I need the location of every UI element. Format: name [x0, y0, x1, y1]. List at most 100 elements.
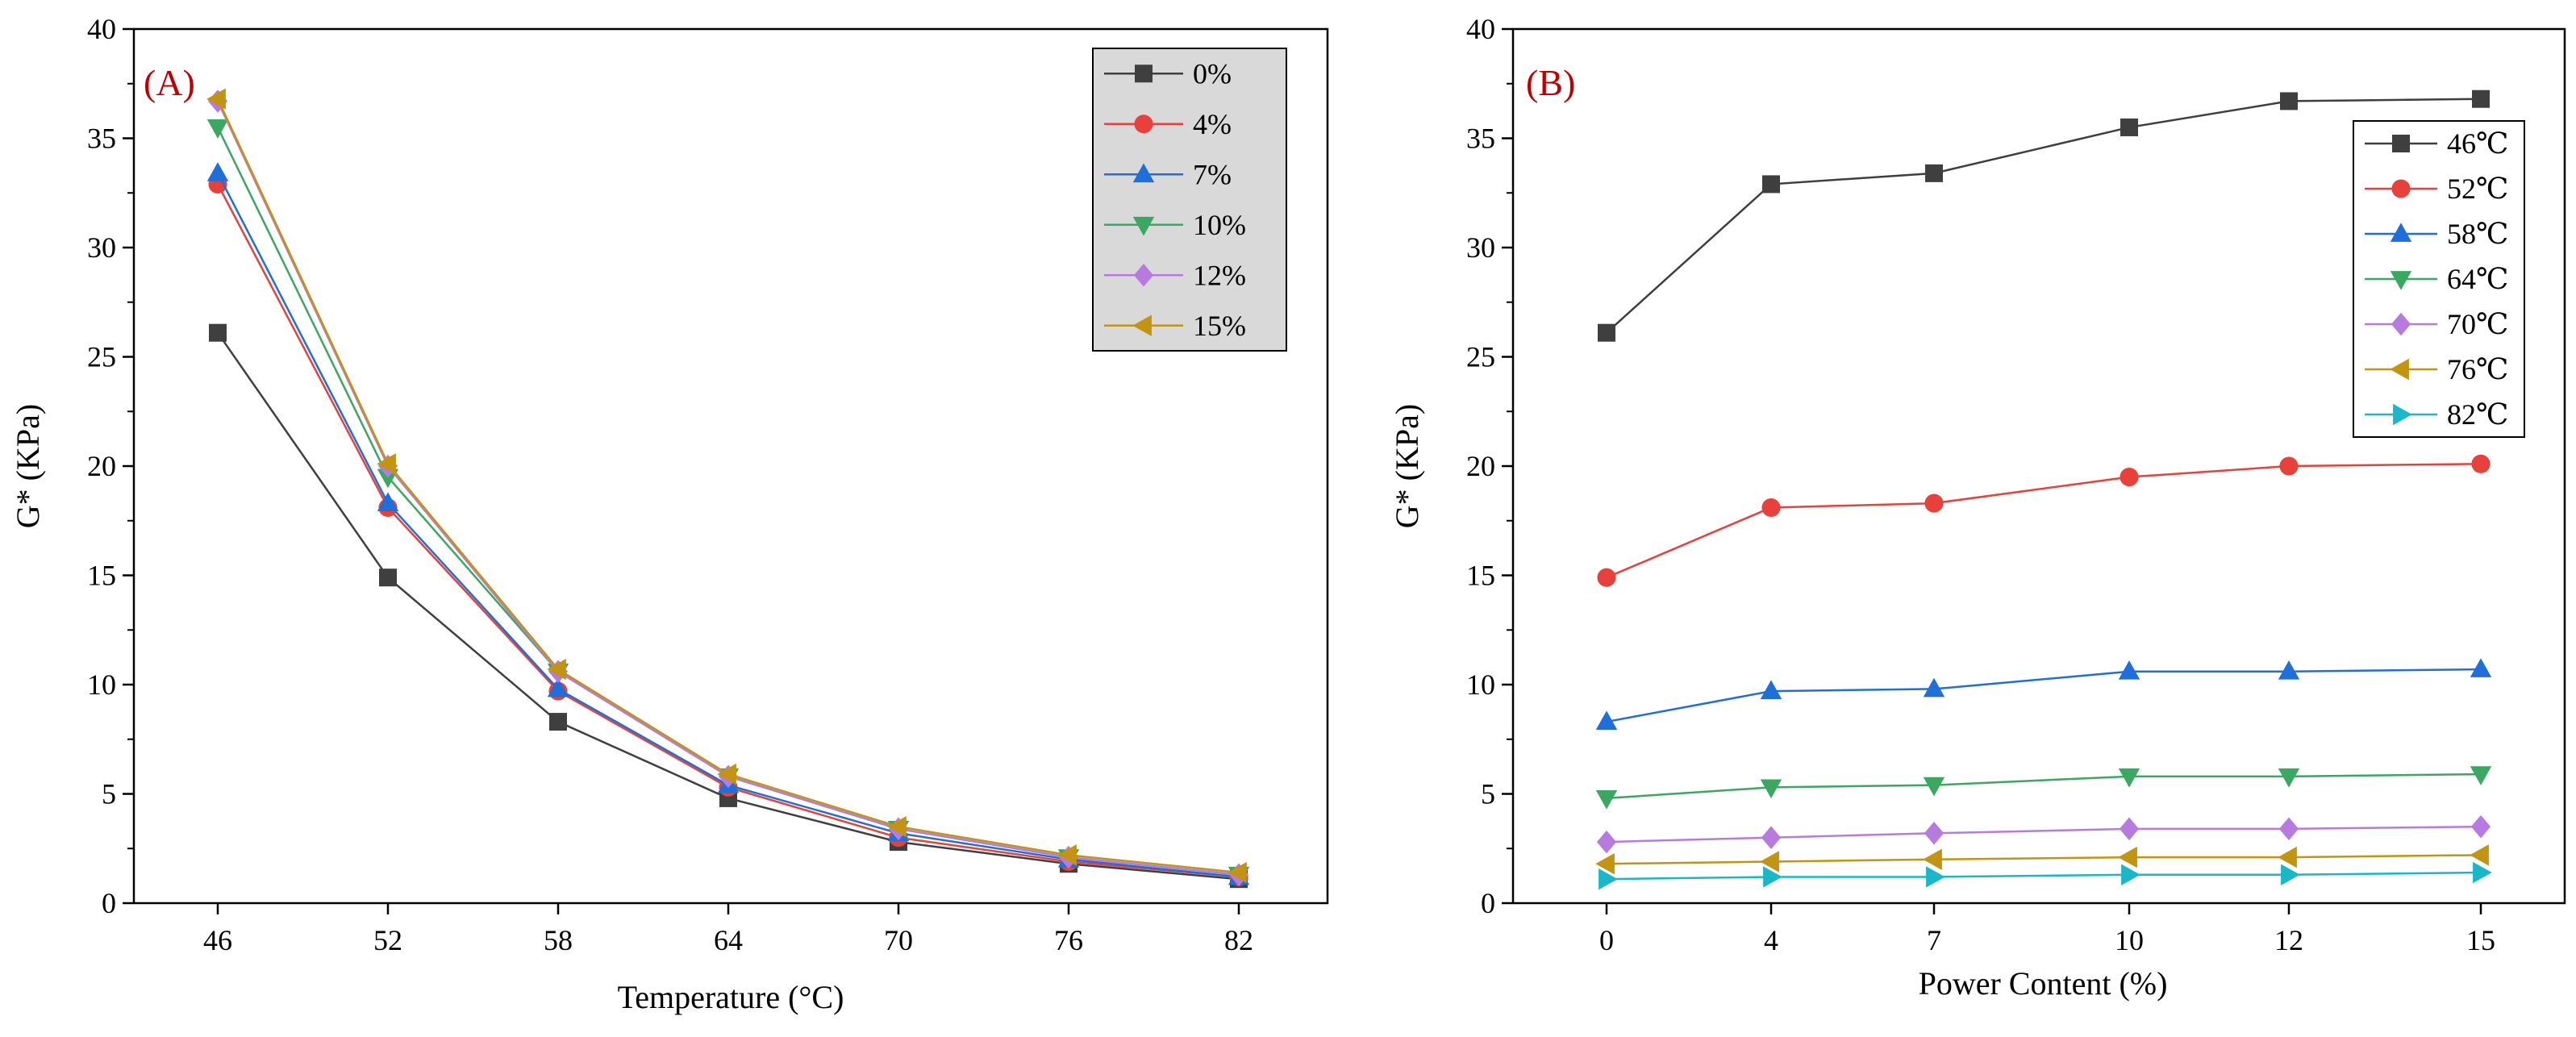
data-point-a-7-46 — [206, 162, 229, 181]
legend-b: 46℃ 52℃ 58℃ 64℃ 70℃ 76℃ 82℃ — [2353, 120, 2525, 438]
legend-a: 0% 4% 7% 10% 12% 15% — [1092, 48, 1287, 352]
y-tick-label-a-40: 40 — [87, 13, 116, 45]
legend-label-a-12: 12% — [1193, 259, 1246, 291]
data-point-b-70-4 — [1761, 826, 1782, 849]
data-point-a-0-46 — [209, 323, 227, 342]
data-point-b-64-7 — [1923, 777, 1945, 797]
data-point-b-64-4 — [1760, 779, 1782, 799]
data-point-a-15-58 — [547, 658, 566, 681]
data-point-b-46-15 — [2472, 90, 2490, 108]
data-point-b-46-7 — [1925, 164, 1943, 182]
series-line-b-46 — [1606, 98, 2482, 334]
data-point-b-52-12 — [2279, 456, 2299, 476]
y-tick-label-a-15: 15 — [87, 560, 116, 592]
legend-label-b-58: 58℃ — [2447, 218, 2508, 250]
data-point-a-15-82 — [1228, 861, 1247, 884]
legend-label-a-4: 4% — [1193, 108, 1232, 140]
data-point-b-58-10 — [2118, 660, 2140, 680]
x-tick-label-a-82: 82 — [1224, 924, 1253, 956]
data-point-b-82-10 — [2121, 864, 2140, 885]
series-line-b-82 — [1606, 871, 2482, 881]
x-tick-label-b-12: 12 — [2274, 924, 2303, 956]
x-tick-label-a-52: 52 — [373, 924, 402, 956]
chart-panel-a: 0 5 10 15 20 25 30 35 40 46 52 58 64 70 76 82 Temperatur… — [10, 13, 1329, 1015]
x-tick-label-a-76: 76 — [1054, 924, 1083, 956]
data-point-b-52-10 — [2120, 468, 2139, 487]
legend-marker-a-12 — [1133, 263, 1154, 287]
data-point-b-82-15 — [2473, 861, 2492, 884]
data-point-a-15-76 — [1057, 844, 1077, 866]
legend-label-b-76: 76℃ — [2447, 353, 2508, 385]
series-a-15 — [206, 88, 1247, 884]
legend-marker-a-7 — [1132, 163, 1155, 183]
data-point-a-10-46 — [206, 119, 229, 139]
y-axis-label-b: G* (KPa) — [1389, 404, 1425, 528]
series-line-b-52 — [1606, 463, 2482, 579]
y-tick-label-a-30: 30 — [87, 231, 116, 264]
data-point-b-46-12 — [2280, 92, 2298, 110]
y-tick-label-a-5: 5 — [102, 778, 116, 810]
data-point-b-76-12 — [2278, 846, 2297, 868]
data-point-b-70-12 — [2278, 817, 2299, 841]
x-axis-label-a: Temperature (°C) — [618, 979, 844, 1015]
data-point-b-52-7 — [1924, 494, 1944, 513]
data-point-b-82-7 — [1926, 866, 1945, 888]
x-tick-label-b-7: 7 — [1927, 924, 1941, 956]
data-point-b-76-15 — [2470, 844, 2489, 866]
legend-marker-b-82 — [2393, 403, 2412, 426]
data-point-b-76-7 — [1923, 848, 1942, 870]
data-point-b-58-4 — [1760, 680, 1782, 700]
series-line-b-58 — [1606, 668, 2482, 723]
data-point-b-52-4 — [1761, 498, 1781, 518]
x-tick-label-a-70: 70 — [884, 924, 913, 956]
data-point-b-46-10 — [2120, 118, 2138, 136]
legend-marker-b-58 — [2390, 223, 2412, 242]
legend-marker-b-76 — [2390, 358, 2409, 381]
data-point-a-15-52 — [377, 453, 396, 475]
legend-marker-b-52 — [2391, 179, 2411, 198]
series-b-52 — [1597, 454, 2491, 587]
data-point-b-70-15 — [2470, 814, 2491, 839]
y-tick-label-b-40: 40 — [1466, 13, 1495, 45]
y-tick-label-b-5: 5 — [1481, 778, 1495, 810]
data-point-a-7-58 — [547, 677, 569, 698]
y-tick-label-b-20: 20 — [1466, 450, 1495, 482]
legend-marker-b-46 — [2392, 135, 2410, 152]
y-tick-label-a-25: 25 — [87, 341, 116, 373]
legend-label-a-10: 10% — [1193, 209, 1246, 241]
legend-label-b-64: 64℃ — [2447, 263, 2508, 295]
data-point-b-76-4 — [1760, 851, 1779, 872]
data-point-a-15-46 — [206, 88, 226, 110]
data-point-a-0-58 — [549, 713, 567, 731]
legend-box-a — [1092, 48, 1287, 352]
series-line-b-64 — [1606, 773, 2482, 800]
legend-marker-b-64 — [2390, 271, 2412, 290]
data-point-b-82-12 — [2281, 864, 2300, 885]
x-tick-label-a-64: 64 — [714, 924, 743, 956]
data-point-b-70-7 — [1924, 821, 1945, 845]
data-point-a-7-52 — [377, 492, 399, 511]
data-point-a-15-64 — [717, 763, 736, 785]
legend-marker-a-0 — [1135, 65, 1153, 83]
panel-label-a: (A) — [144, 62, 195, 103]
y-tick-label-a-35: 35 — [87, 123, 116, 155]
y-tick-label-a-0: 0 — [102, 887, 116, 919]
series-line-b-70 — [1606, 825, 2482, 843]
data-point-a-0-52 — [379, 568, 397, 587]
y-tick-label-b-30: 30 — [1466, 231, 1495, 264]
data-point-b-64-10 — [2118, 768, 2140, 788]
data-point-b-46-4 — [1762, 175, 1780, 194]
x-tick-label-b-10: 10 — [2115, 924, 2144, 956]
data-point-b-70-10 — [2119, 817, 2140, 841]
data-point-b-58-12 — [2278, 660, 2300, 680]
data-point-b-58-0 — [1595, 710, 1618, 730]
legend-marker-b-70 — [2391, 312, 2411, 336]
legend-label-a-0: 0% — [1193, 57, 1232, 90]
data-point-b-70-0 — [1596, 830, 1617, 854]
chart-panel-b: 0 5 10 15 20 25 30 35 40 0 4 7 10 12 15 Power Content (… — [1389, 13, 2566, 1002]
data-point-b-64-15 — [2470, 766, 2492, 785]
panel-label-b: (B) — [1526, 62, 1575, 103]
legend-label-b-70: 70℃ — [2447, 308, 2508, 340]
